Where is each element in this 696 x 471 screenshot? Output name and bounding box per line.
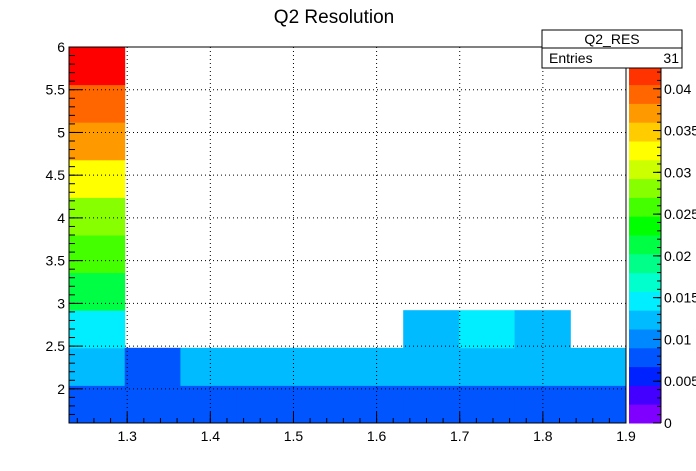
heatmap-cells <box>69 47 627 424</box>
palette-swatch <box>629 103 661 123</box>
stats-box: Q2_RES Entries 31 <box>541 29 683 69</box>
palette-swatch <box>629 366 661 386</box>
heatmap-cell <box>570 385 627 424</box>
heatmap-cell <box>458 385 516 424</box>
y-tick-label: 3 <box>57 295 65 311</box>
chart-title: Q2 Resolution <box>274 7 394 28</box>
heatmap-cell <box>291 385 348 424</box>
y-tick-label: 2 <box>57 381 65 397</box>
y-tick-label: 5.5 <box>46 82 66 98</box>
heatmap-cell <box>69 197 126 236</box>
palette-tick-label: 0.03 <box>664 164 691 180</box>
heatmap-cell <box>180 385 237 424</box>
palette-swatch <box>629 291 661 311</box>
x-tick-label: 1.7 <box>450 428 470 444</box>
heatmap-cell <box>458 347 516 386</box>
heatmap-cell <box>69 235 126 274</box>
palette-tick-label: 0.025 <box>664 206 696 222</box>
heatmap-cell <box>124 385 181 424</box>
heatmap-cell <box>180 347 237 386</box>
palette-swatch <box>629 385 661 405</box>
palette-swatch <box>629 197 661 217</box>
heatmap-cell <box>347 347 404 386</box>
x-axis: 1.3 1.4 1.5 1.6 1.7 1.8 1.9 <box>76 412 636 444</box>
heatmap-cell <box>69 347 126 386</box>
heatmap-cell <box>514 310 571 349</box>
palette-swatch <box>629 404 661 424</box>
palette-tick-label: 0 <box>664 415 672 431</box>
palette-swatch <box>629 253 661 274</box>
heatmap-cell <box>69 272 126 311</box>
palette-tick-label: 0.005 <box>664 373 696 389</box>
palette-swatch <box>629 347 661 368</box>
y-axis: 2 2.5 3 3.5 4 4.5 5 5.5 6 <box>46 39 83 424</box>
y-tick-label: 6 <box>57 39 65 55</box>
heatmap-cell <box>291 347 348 386</box>
stats-entries-value: 31 <box>663 50 679 66</box>
palette-tick-label: 0.035 <box>664 123 696 139</box>
heatmap-cell <box>403 347 460 386</box>
palette-swatch <box>629 329 661 349</box>
heatmap-cell <box>236 347 293 386</box>
heatmap-cell <box>69 84 126 123</box>
y-tick-label: 4.5 <box>46 167 66 183</box>
palette-tick-label: 0.04 <box>664 81 691 97</box>
heatmap-cell <box>570 347 627 386</box>
palette-swatch <box>629 159 661 180</box>
palette-swatch <box>629 272 661 292</box>
heatmap-cell <box>69 310 126 349</box>
heatmap-cell <box>458 310 516 349</box>
palette-tick-label: 0.02 <box>664 248 691 264</box>
y-tick-label: 3.5 <box>46 253 66 269</box>
stats-box-title: Q2_RES <box>584 31 639 47</box>
y-tick-label: 2.5 <box>46 338 66 354</box>
x-tick-label: 1.9 <box>616 428 636 444</box>
heatmap-cell <box>69 385 126 424</box>
stats-entries-label: Entries <box>549 50 593 66</box>
palette-swatch <box>629 122 661 142</box>
heatmap-cell <box>403 310 460 349</box>
palette-swatch <box>629 84 661 104</box>
palette-swatch <box>629 65 661 86</box>
palette-tick-label: 0.01 <box>664 331 691 347</box>
x-tick-label: 1.8 <box>533 428 553 444</box>
palette-swatch <box>629 216 661 236</box>
y-tick-label: 5 <box>57 124 65 140</box>
heatmap-cell <box>236 385 293 424</box>
palette-swatch <box>629 235 661 255</box>
heatmap-cell <box>347 385 404 424</box>
y-tick-label: 4 <box>57 210 65 226</box>
heatmap-cell <box>403 385 460 424</box>
palette-swatch <box>629 178 661 198</box>
color-palette-bar: 0 0.005 0.01 0.015 0.02 0.025 0.03 0.035 0.04 <box>629 47 696 431</box>
x-tick-label: 1.6 <box>367 428 387 444</box>
heatmap-cell <box>514 347 571 386</box>
heatmap-cell <box>69 122 126 161</box>
x-tick-label: 1.3 <box>117 428 137 444</box>
x-tick-label: 1.5 <box>284 428 304 444</box>
x-tick-label: 1.4 <box>201 428 221 444</box>
heatmap-cell <box>69 47 126 86</box>
palette-tick-label: 0.015 <box>664 290 696 306</box>
heatmap-cell <box>69 159 126 198</box>
palette-swatch <box>629 141 661 161</box>
heatmap-cell <box>124 347 181 386</box>
palette-swatch <box>629 310 661 330</box>
